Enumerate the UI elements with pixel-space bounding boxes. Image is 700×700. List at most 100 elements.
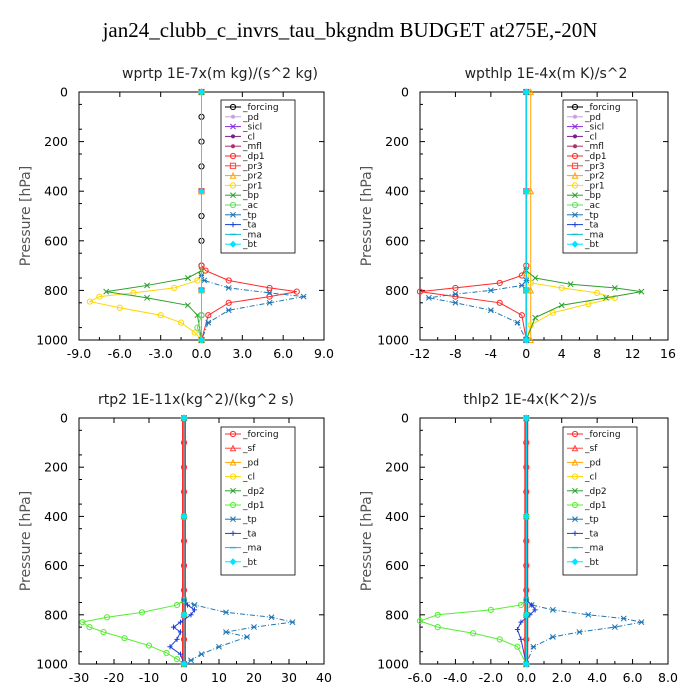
legend-item: _dp2: [225, 487, 265, 497]
series-marker: [86, 298, 93, 305]
series-marker: [496, 636, 503, 643]
y-tick-label: 400: [385, 509, 409, 524]
series-marker: [177, 629, 184, 635]
series-marker: [244, 633, 250, 640]
legend-item: _cl: [567, 473, 597, 483]
series-marker: [225, 307, 232, 314]
legend-item: _mfl: [225, 142, 262, 152]
series-marker: [171, 284, 178, 292]
x-tick-label: -12: [410, 346, 430, 361]
legend-item: _ma: [225, 230, 262, 240]
legend-item: _pr1: [567, 181, 605, 191]
series-marker: [496, 299, 503, 306]
series-marker: [638, 619, 645, 626]
legend-label: _pr2: [242, 172, 263, 182]
legend-label: _ta: [242, 529, 257, 539]
series-marker: [198, 336, 205, 344]
series-marker: [177, 319, 185, 326]
legend-marker: [230, 123, 236, 130]
series-marker: [514, 319, 521, 326]
legend-label: _pr1: [584, 181, 605, 191]
x-tick-label: 40: [316, 670, 332, 685]
legend-label: _tp: [242, 515, 257, 525]
legend-label: _mfl: [584, 142, 604, 152]
series-marker: [225, 299, 232, 306]
legend-label: _sf: [242, 444, 256, 454]
series-marker: [522, 414, 530, 422]
legend: _forcing_pd_sicl_cl_mfl_dp1_pr3_pr2_pr1_…: [220, 99, 296, 254]
panel-title: rtp2 1E-11x(kg^2)/(kg^2 s): [98, 392, 294, 408]
legend-marker: [230, 222, 236, 228]
legend-marker: [231, 144, 235, 149]
legend-item: _pr2: [225, 172, 263, 182]
series-marker: [549, 606, 556, 613]
legend-label: _tp: [584, 211, 599, 221]
series-marker: [470, 630, 477, 637]
series-marker: [518, 636, 524, 642]
legend-label: _bt: [584, 558, 599, 568]
legend-item: _forcing: [567, 430, 621, 440]
x-tick-label: -30: [69, 670, 89, 685]
legend: _forcing _sf _pd _cl _dp2 _dp1 _tp _ta _ma _bt: [562, 426, 638, 576]
legend-label: _ta: [584, 529, 599, 539]
series-marker: [522, 286, 530, 294]
series-marker: [144, 294, 151, 301]
legend-item: _tp: [225, 211, 257, 221]
legend-marker: [230, 516, 236, 523]
legend-marker: [571, 171, 579, 179]
series-marker: [620, 615, 627, 622]
y-tick-label: 800: [385, 283, 409, 298]
legend-item: _pr1: [225, 181, 263, 191]
series-marker: [188, 657, 194, 664]
series-marker: [603, 294, 609, 301]
series-line: [106, 92, 202, 341]
x-tick-label: 30: [281, 670, 297, 685]
series-marker: [194, 324, 201, 331]
series-marker: [225, 277, 232, 284]
legend-marker: [571, 458, 579, 466]
legend-marker: [572, 530, 578, 536]
x-tick-label: 16: [660, 346, 676, 361]
figure-title: jan24_clubb_c_invrs_tau_bkgndm BUDGET at…: [102, 18, 598, 42]
legend: _forcing _sf _pd _cl _dp2 _dp1 _tp _ta _ma _bt: [220, 426, 296, 576]
series-line: [88, 92, 202, 341]
x-tick-label: 12: [625, 346, 641, 361]
x-tick-label: 9.0: [314, 346, 334, 361]
legend-label: _forcing: [584, 430, 621, 440]
series-marker: [518, 619, 524, 625]
series-marker: [180, 414, 188, 422]
legend-item: _sicl: [567, 123, 604, 133]
series-marker: [173, 601, 181, 609]
series-marker: [293, 288, 300, 295]
legend-label: _dp1: [242, 152, 265, 162]
legend-item: _pd: [567, 113, 601, 123]
series-marker: [145, 642, 153, 649]
series-marker: [177, 651, 184, 657]
legend-marker: [572, 123, 578, 130]
legend-marker: [230, 530, 236, 536]
legend-item: _forcing: [225, 430, 279, 440]
series-marker: [532, 314, 539, 321]
legend-item: _pr3: [567, 162, 605, 172]
legend-item: _forcing: [225, 103, 279, 113]
legend-item: _ta: [567, 221, 599, 231]
series-marker: [585, 300, 592, 308]
series-marker: [487, 307, 494, 314]
legend-label: _cl: [242, 132, 255, 142]
x-tick-label: 0.0: [192, 346, 212, 361]
legend-label: _pr1: [242, 181, 263, 191]
legend-label: _pr3: [584, 162, 605, 172]
legend-marker: [572, 192, 578, 199]
y-tick-label: 1000: [377, 333, 409, 348]
series-marker: [157, 312, 164, 319]
x-tick-label: -3.0: [148, 346, 172, 361]
legend-item: _dp1: [567, 501, 607, 511]
series-marker: [567, 281, 574, 288]
x-tick-label: 6.0: [273, 346, 293, 361]
legend-item: _sicl: [225, 123, 262, 133]
legend-item: _bt: [225, 558, 257, 568]
series-line: [525, 418, 642, 665]
legend-label: _sf: [584, 444, 598, 454]
x-tick-label: -2.0: [479, 670, 503, 685]
series-marker: [522, 88, 530, 96]
